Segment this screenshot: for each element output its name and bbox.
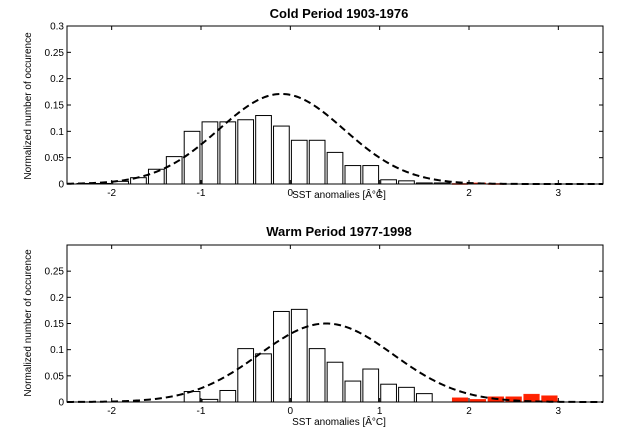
warm-period-bar — [273, 310, 290, 403]
cold-period-xtick-label: 2 — [466, 188, 472, 199]
cold-period-ylabel: Normalized number of occurence — [23, 32, 34, 180]
cold-period-panel: Cold Period 1903-1976 -2 -1 0 1 2 3 0 0.05 0.1 0… — [23, 6, 604, 201]
cold-period-xtick-label: -1 — [197, 188, 206, 199]
warm-period-ytick-label: 0 — [58, 398, 64, 409]
warm-period-bar — [290, 308, 308, 403]
cold-period-bar — [237, 119, 255, 185]
warm-period-xlabel: SST anomalies [Â°C] — [292, 415, 386, 428]
cold-period-xtick-label: 0 — [288, 188, 294, 199]
warm-period-ytick-label: 0.2 — [50, 293, 64, 304]
cold-period-xtick-label: 3 — [556, 188, 562, 199]
warm-period-ytick-label: 0.25 — [45, 267, 65, 278]
warm-period-bar — [362, 368, 380, 403]
cold-period-bar — [326, 151, 344, 185]
cold-period-bar — [201, 121, 219, 185]
cold-period-bar — [362, 165, 380, 185]
warm-period-title: Warm Period 1977-1998 — [266, 224, 411, 239]
warm-period-bar — [308, 348, 326, 403]
warm-period-bar — [398, 386, 415, 403]
cold-period-xlabel: SST anomalies [Â°C] — [292, 188, 386, 201]
cold-period-ytick-label: 0.25 — [45, 48, 65, 59]
warm-period-bar — [255, 353, 272, 403]
cold-period-ytick-label: 0.15 — [45, 101, 65, 112]
warm-period-highlight-bar — [451, 397, 469, 403]
cold-period-xtick-label: 1 — [377, 188, 383, 199]
warm-period-xtick-label: 2 — [466, 406, 472, 417]
warm-period-panel: Warm Period 1977-1998 -2 -1 0 1 2 3 0 0.05 0.1 0… — [23, 224, 604, 428]
cold-period-bar — [273, 125, 290, 185]
cold-period-bar — [308, 139, 326, 185]
warm-period-bar — [183, 391, 201, 403]
cold-period-bar — [255, 115, 272, 185]
warm-period-ylabel: Normalized number of occurence — [23, 249, 34, 397]
cold-period-xtick-label: -2 — [107, 188, 116, 199]
warm-period-xtick-label: -2 — [107, 406, 116, 417]
cold-period-bar — [344, 165, 362, 185]
warm-period-bar — [219, 389, 237, 403]
warm-period-ytick-label: 0.1 — [50, 345, 64, 356]
cold-period-ytick-label: 0.05 — [45, 153, 65, 164]
warm-period-xtick-label: 0 — [288, 406, 294, 417]
warm-period-ytick-label: 0.15 — [45, 319, 65, 330]
cold-period-ytick-label: 0.1 — [50, 127, 64, 138]
cold-period-bar — [183, 130, 201, 185]
cold-period-ytick-label: 0.3 — [50, 22, 64, 33]
warm-period-bar — [326, 361, 344, 403]
cold-period-ytick-label: 0 — [58, 180, 64, 191]
cold-period-ytick-label: 0.2 — [50, 74, 64, 85]
cold-period-bar — [219, 121, 237, 185]
warm-period-bar — [415, 393, 433, 403]
warm-period-xtick-label: -1 — [197, 406, 206, 417]
warm-period-fit-curve — [66, 322, 603, 403]
warm-period-bar — [380, 383, 397, 403]
warm-period-xtick-label: 3 — [556, 406, 562, 417]
warm-period-bar — [344, 380, 362, 403]
warm-period-xtick-label: 1 — [377, 406, 383, 417]
warm-period-bar — [237, 348, 255, 403]
cold-period-bar — [290, 139, 308, 185]
warm-period-ytick-label: 0.05 — [45, 371, 65, 382]
cold-period-title: Cold Period 1903-1976 — [270, 6, 409, 21]
cold-period-bar — [380, 179, 397, 185]
